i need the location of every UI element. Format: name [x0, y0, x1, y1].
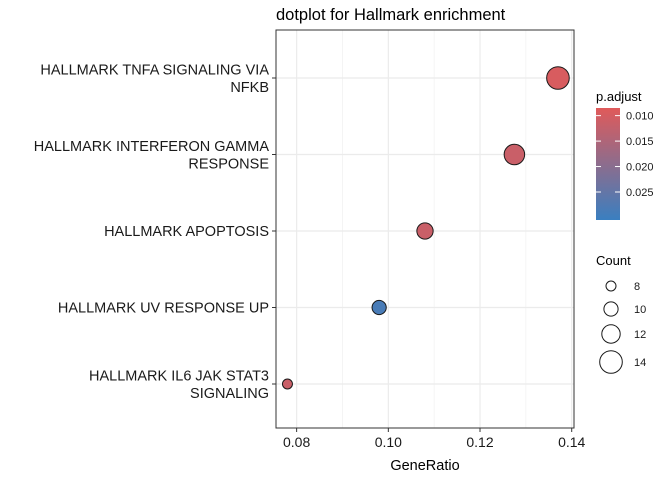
color-legend-label: 0.010: [626, 111, 654, 123]
size-legend-items: 8 10 12 14: [599, 280, 646, 374]
x-axis-label: GeneRatio: [390, 458, 459, 474]
y-tick-label: HALLMARK INTERFERON GAMMA: [34, 139, 270, 155]
data-point: [281, 378, 293, 390]
x-axis: 0.08 0.10 0.12 0.14: [283, 428, 586, 450]
plot-panel: [275, 29, 575, 429]
size-legend-circle: [601, 324, 621, 344]
y-tick-label: HALLMARK IL6 JAK STAT3: [89, 368, 269, 384]
size-legend-circle: [605, 280, 617, 292]
y-tick-label: HALLMARK APOPTOSIS: [104, 224, 269, 240]
data-point: [416, 222, 434, 240]
y-axis: HALLMARK TNFA SIGNALING VIA NFKB HALLMARK …: [34, 62, 276, 402]
size-legend-label: 10: [634, 304, 646, 316]
color-legend-title: p.adjust: [596, 89, 642, 104]
y-tick-label: RESPONSE: [188, 156, 269, 172]
y-tick-label: HALLMARK TNFA SIGNALING VIA: [40, 62, 269, 78]
size-legend-title: Count: [596, 253, 631, 268]
x-tick-label: 0.08: [283, 434, 310, 450]
size-legend-circle: [603, 301, 619, 317]
size-legend: Count 8 10 12 14: [596, 253, 646, 374]
y-tick-label: NFKB: [230, 80, 269, 96]
color-legend-ticks: 0.010 0.015 0.020 0.025: [596, 111, 654, 199]
size-legend-label: 14: [634, 357, 646, 369]
x-tick-label: 0.12: [466, 434, 493, 450]
x-tick-label: 0.10: [375, 434, 402, 450]
color-legend-label: 0.020: [626, 162, 654, 174]
data-point: [503, 143, 526, 166]
y-tick-label: HALLMARK UV RESPONSE UP: [58, 301, 269, 317]
size-legend-circle: [599, 350, 623, 374]
data-points: [281, 66, 570, 390]
data-point: [371, 299, 387, 316]
size-legend-label: 8: [634, 281, 640, 293]
color-legend: p.adjust 0.010 0.015 0.020 0.025: [596, 89, 654, 220]
panel-border: [275, 29, 575, 429]
color-legend-label: 0.025: [626, 187, 654, 199]
color-bar: [596, 108, 620, 220]
y-tick-label: SIGNALING: [190, 386, 269, 402]
data-point: [546, 66, 570, 90]
x-tick-label: 0.14: [558, 434, 585, 450]
size-legend-label: 12: [634, 329, 646, 341]
color-legend-label: 0.015: [626, 136, 654, 148]
chart-title: dotplot for Hallmark enrichment: [276, 6, 506, 24]
